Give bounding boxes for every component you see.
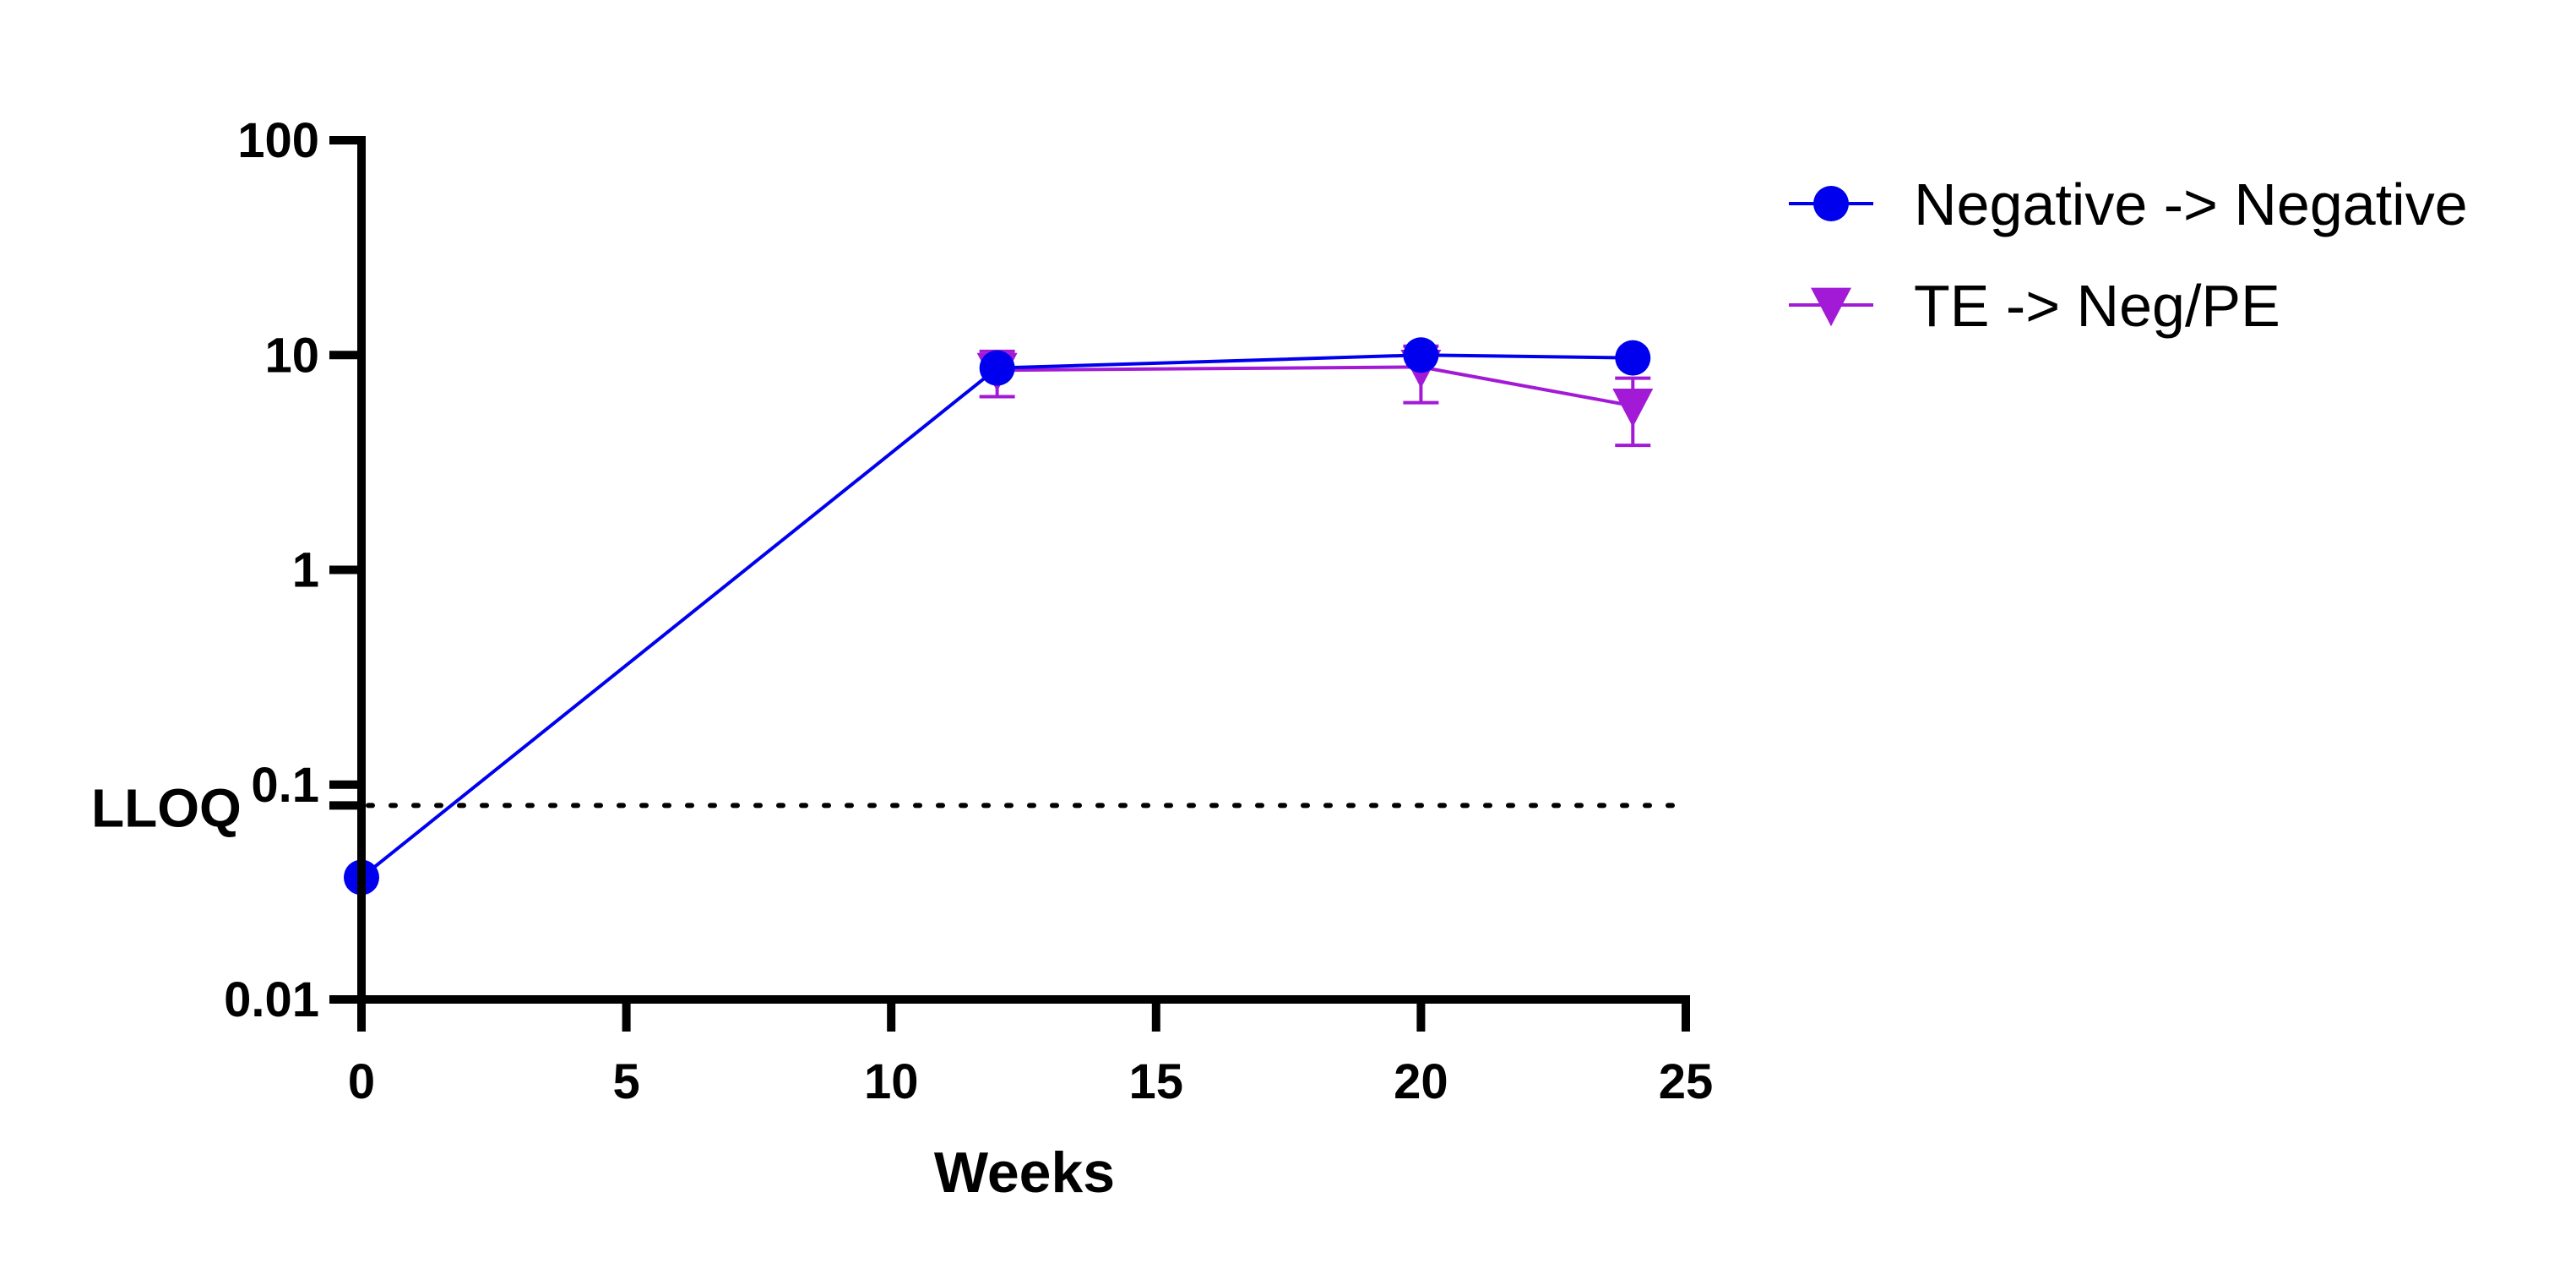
series-2 [976, 344, 1654, 448]
series-1 [344, 337, 1651, 896]
series-line [997, 365, 1633, 408]
x-tick-label: 25 [1659, 1054, 1714, 1109]
legend-item: Negative -> Negative [1789, 172, 2468, 237]
y-tick-label: 1 [292, 543, 319, 598]
legend-marker [1811, 287, 1851, 327]
y-tick-label: 10 [264, 328, 319, 383]
axes [357, 136, 1690, 1008]
data-point [1615, 340, 1651, 376]
x-axis-title: Weeks [934, 1141, 1115, 1205]
ticks: 0.01 0.1 1 10 100 0 5 10 15 20 25 [224, 113, 1713, 1109]
x-tick-label: 5 [612, 1054, 639, 1109]
x-tick-label: 20 [1394, 1054, 1448, 1109]
legend-label: TE -> Neg/PE [1914, 273, 2280, 339]
x-tick-label: 15 [1129, 1054, 1184, 1109]
reference-line-layer: LLOQ [91, 777, 1688, 838]
y-tick-label: 0.1 [251, 758, 319, 813]
lloq-label: LLOQ [91, 777, 242, 838]
series-line [360, 353, 1633, 879]
x-tick-label: 0 [348, 1054, 375, 1109]
data-point [1612, 388, 1654, 427]
x-tick-label: 10 [864, 1054, 919, 1109]
legend: Negative -> Negative TE -> Neg/PE [1789, 172, 2468, 339]
data-point [979, 350, 1015, 386]
y-tick-label: 0.01 [224, 972, 319, 1027]
data-point [1403, 337, 1439, 373]
y-tick-label: 100 [237, 113, 319, 168]
legend-label: Negative -> Negative [1914, 172, 2468, 237]
legend-item: TE -> Neg/PE [1789, 273, 2280, 339]
series-layer [344, 337, 1654, 896]
legend-marker [1813, 186, 1849, 221]
